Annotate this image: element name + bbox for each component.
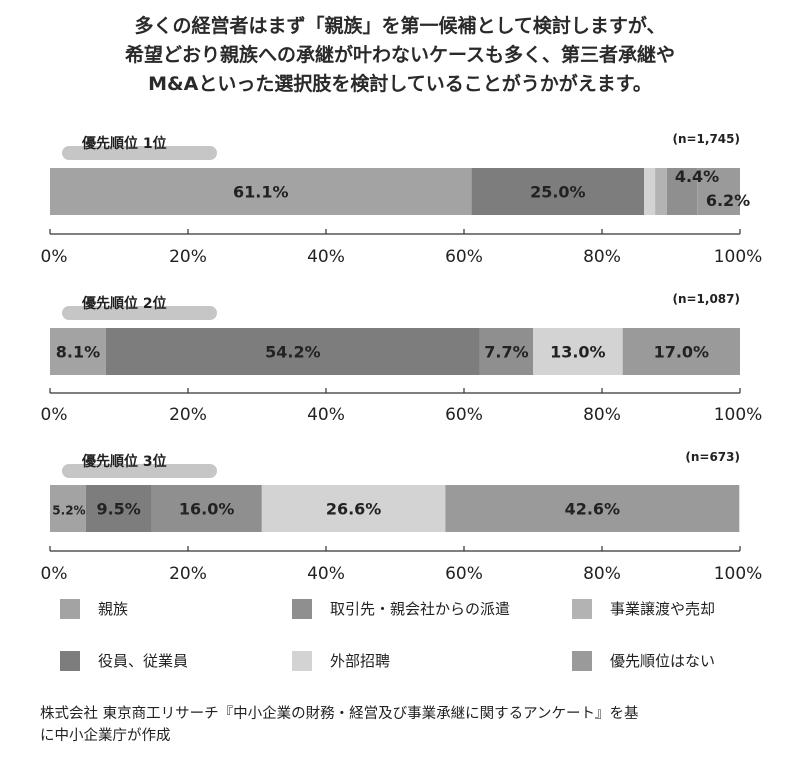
headline: 多くの経営者はまず「親族」を第一候補として検討しますが、 希望どおり親族への承継…	[40, 12, 760, 99]
x-tick-label: 60%	[445, 564, 483, 584]
segment-label: 54.2%	[265, 343, 321, 362]
panel-title: 優先順位 3位	[81, 453, 167, 470]
legend-label: 役員、従業員	[98, 652, 189, 670]
legend-label: 優先順位はない	[610, 652, 716, 670]
legend-swatch	[572, 650, 592, 671]
legend-swatch	[60, 598, 80, 619]
legend-item-gaibu: 外部招聘	[292, 650, 390, 671]
panel-title-pill	[62, 464, 217, 478]
legend-label: 事業譲渡や売却	[610, 600, 716, 618]
panel-title-pill	[62, 146, 217, 160]
legend-item-shinzoku: 親族	[60, 598, 128, 619]
x-tick-label: 20%	[169, 564, 207, 584]
segment-label: 61.1%	[233, 183, 289, 202]
bar-segment	[261, 485, 446, 532]
x-tick-label: 0%	[41, 405, 68, 425]
bar-segment	[471, 168, 645, 215]
bar-segment	[50, 328, 106, 375]
headline-line-3: M&Aといった選択肢を検討していることがうかがえます。	[148, 73, 652, 95]
legend-item-jigyou-jouto: 事業譲渡や売却	[572, 598, 715, 619]
bar-segment	[85, 485, 152, 532]
bar-segment	[644, 168, 656, 215]
source-line-2: に中小企業庁が作成	[40, 728, 171, 744]
legend-label: 外部招聘	[330, 652, 391, 670]
stacked-bar-charts: 優先順位 1位 (n=1,745) 61.1% 25.0% 4.4% 6.2% 0% 20% 4…	[41, 132, 763, 584]
sample-size-label: (n=1,087)	[672, 292, 740, 306]
headline-line-2: 希望どおり親族への承継が叶わないケースも多く、第三者承継や	[124, 44, 676, 66]
x-tick-label: 40%	[307, 564, 345, 584]
x-tick-label: 80%	[583, 405, 621, 425]
legend-swatch	[60, 650, 80, 671]
segment-label: 6.2%	[706, 191, 750, 210]
bar-segment	[622, 328, 740, 375]
bar-segment	[50, 168, 472, 215]
legend-item-torihikisaki: 取引先・親会社からの派遣	[292, 598, 510, 619]
legend-label: 取引先・親会社からの派遣	[330, 600, 511, 618]
x-tick-label: 0%	[41, 247, 68, 267]
legend-label: 親族	[98, 600, 129, 618]
panel-title: 優先順位 1位	[81, 135, 167, 152]
segment-label: 5.2%	[52, 504, 85, 518]
bar-segment	[445, 485, 740, 532]
bar-segment	[151, 485, 262, 532]
segment-label: 26.6%	[326, 500, 382, 519]
x-tick-label: 20%	[169, 247, 207, 267]
segment-label: 4.4%	[675, 167, 719, 186]
sample-size-label: (n=1,745)	[672, 132, 740, 146]
x-tick-label: 60%	[445, 247, 483, 267]
segment-label: 7.7%	[484, 343, 528, 362]
bar-segment	[105, 328, 480, 375]
legend-swatch	[292, 598, 312, 619]
segment-label: 25.0%	[530, 183, 586, 202]
x-tick-label: 80%	[583, 247, 621, 267]
bar-segment	[655, 168, 667, 215]
segment-label: 42.6%	[565, 500, 621, 519]
segment-label: 8.1%	[56, 343, 100, 362]
segment-label: 9.5%	[96, 500, 140, 519]
bar-segment	[479, 328, 533, 375]
x-tick-label: 40%	[307, 247, 345, 267]
source-line-1: 株式会社 東京商工リサーチ『中小企業の財務・経営及び事業承継に関するアンケート』…	[40, 706, 639, 722]
x-tick-label: 100%	[714, 405, 763, 425]
bar-segment	[533, 328, 623, 375]
x-tick-label: 40%	[307, 405, 345, 425]
segment-label: 17.0%	[654, 343, 710, 362]
x-tick-label: 80%	[583, 564, 621, 584]
sample-size-label: (n=673)	[685, 450, 740, 464]
bar-segment	[50, 485, 86, 532]
panel-title-pill	[62, 306, 217, 320]
panel-title: 優先順位 2位	[81, 295, 167, 312]
legend-item-nashi: 優先順位はない	[572, 650, 715, 671]
legend-item-yakuin: 役員、従業員	[60, 650, 188, 671]
source-note: 株式会社 東京商工リサーチ『中小企業の財務・経営及び事業承継に関するアンケート』…	[40, 703, 780, 747]
legend-swatch	[292, 650, 312, 671]
x-tick-label: 20%	[169, 405, 207, 425]
x-tick-label: 100%	[714, 247, 763, 267]
segment-label: 13.0%	[550, 343, 606, 362]
legend-swatch	[572, 598, 592, 619]
headline-line-1: 多くの経営者はまず「親族」を第一候補として検討しますが、	[134, 15, 666, 37]
x-tick-label: 60%	[445, 405, 483, 425]
x-tick-label: 100%	[714, 564, 763, 584]
x-tick-label: 0%	[41, 564, 68, 584]
bar-segment	[697, 168, 740, 215]
bar-segment	[666, 168, 698, 215]
segment-label: 16.0%	[179, 500, 235, 519]
legend: 親族 取引先・親会社からの派遣 事業譲渡や売却 役員、従業員 外部招聘 優先順位…	[60, 598, 780, 684]
